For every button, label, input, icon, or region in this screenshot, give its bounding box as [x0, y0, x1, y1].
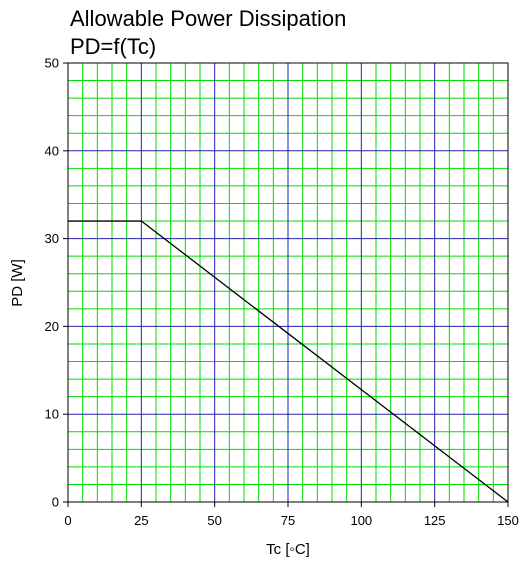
major-grid: [68, 63, 508, 502]
x-tick-label: 75: [281, 513, 295, 528]
x-tick-label: 0: [64, 513, 71, 528]
y-axis-label: PD [W]: [9, 259, 26, 307]
y-tick-label: 0: [52, 495, 59, 510]
x-tick-labels: 0 25 50 75 100 125 150: [64, 502, 519, 528]
x-tick-label: 125: [424, 513, 446, 528]
y-tick-label: 50: [45, 56, 59, 71]
y-tick-label: 20: [45, 319, 59, 334]
y-tick-label: 40: [45, 143, 59, 158]
y-tick-labels: 0 10 20 30 40 50: [45, 56, 68, 510]
x-tick-label: 25: [134, 513, 148, 528]
x-axis-label: Tc [◦C]: [266, 541, 310, 558]
series-line: [68, 220, 509, 503]
y-tick-label: 10: [45, 407, 59, 422]
chart-title-line-1: Allowable Power Dissipation: [70, 6, 346, 31]
chart-title-line-2: PD=f(Tc): [70, 34, 156, 59]
y-tick-label: 30: [45, 231, 59, 246]
series-group: [68, 220, 509, 503]
x-tick-label: 150: [497, 513, 519, 528]
x-tick-label: 50: [207, 513, 221, 528]
x-tick-label: 100: [350, 513, 372, 528]
